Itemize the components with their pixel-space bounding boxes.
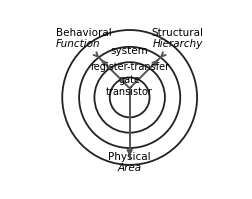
Text: register-transfer: register-transfer — [90, 62, 169, 72]
Text: Hierarchy: Hierarchy — [152, 39, 202, 49]
Text: Function: Function — [56, 39, 100, 49]
Text: Area: Area — [117, 163, 141, 173]
Text: gate: gate — [118, 75, 140, 85]
Text: transistor: transistor — [106, 87, 152, 97]
Text: Structural: Structural — [151, 28, 202, 38]
Text: Behavioral: Behavioral — [56, 28, 111, 38]
Text: Physical: Physical — [108, 152, 150, 162]
Text: system: system — [110, 46, 148, 57]
